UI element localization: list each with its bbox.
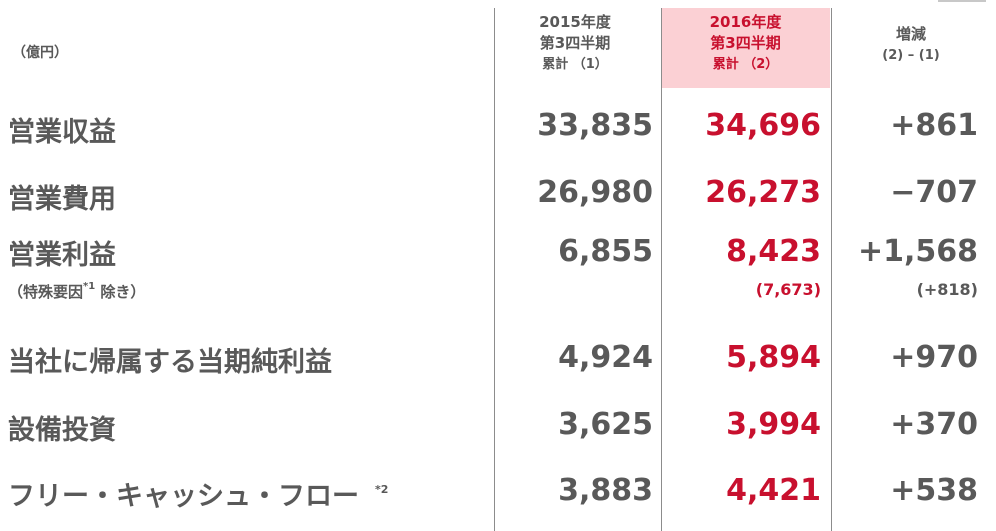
- row-label-free-cash-flow: フリー・キャッシュ・フロー *2: [8, 474, 388, 513]
- operating-income-sub-label: （特殊要因*1 除き）: [8, 281, 145, 302]
- operating-revenue-fy2016: 34,696: [705, 108, 821, 143]
- capex-diff: +370: [890, 407, 978, 442]
- free-cash-flow-text: フリー・キャッシュ・フロー: [8, 481, 359, 512]
- operating-income-fy2016: 8,423: [726, 234, 821, 269]
- column-divider-1: [494, 8, 495, 531]
- diff-title: 増減: [895, 25, 926, 43]
- row-label-operating-income: 営業利益: [8, 240, 116, 271]
- operating-income-adjusted-fy2016: (7,673): [755, 280, 821, 299]
- column-header-diff: 増減 (2) – (1): [832, 24, 990, 66]
- fy2016-year: 2016年度: [709, 13, 782, 31]
- free-cash-flow-fy2015: 3,883: [558, 473, 653, 508]
- operating-revenue-fy2015: 33,835: [537, 108, 653, 143]
- footnote-mark-2: *2: [375, 483, 389, 496]
- operating-revenue-diff: +861: [890, 108, 978, 143]
- fy2016-cumulative: 累計 （2）: [712, 57, 779, 72]
- fy2015-cumulative: 累計 （1）: [542, 57, 608, 72]
- unit-label: （億円）: [12, 45, 68, 61]
- column-divider-2: [661, 8, 662, 531]
- fy2015-year: 2015年度: [539, 13, 611, 31]
- operating-income-adjusted-diff: (+818): [916, 280, 978, 299]
- free-cash-flow-fy2016: 4,421: [726, 473, 821, 508]
- operating-income-fy2015: 6,855: [558, 234, 653, 269]
- operating-expenses-diff: −707: [890, 175, 978, 210]
- capex-fy2016: 3,994: [726, 407, 821, 442]
- column-divider-3: [831, 8, 832, 531]
- column-header-fy2016: 2016年度 第3四半期 累計 （2）: [661, 12, 830, 75]
- net-income-diff: +970: [890, 340, 978, 375]
- net-income-fy2016: 5,894: [726, 340, 821, 375]
- top-right-rule: [938, 0, 986, 2]
- operating-expenses-fy2016: 26,273: [705, 175, 821, 210]
- footnote-mark-1: *1: [83, 281, 96, 292]
- operating-income-diff: +1,568: [857, 234, 978, 269]
- fy2015-period: 第3四半期: [539, 34, 611, 52]
- row-label-operating-revenue: 営業収益: [8, 117, 116, 148]
- column-header-fy2015: 2015年度 第3四半期 累計 （1）: [495, 12, 655, 75]
- highlight-column-header-bg: [661, 8, 830, 88]
- fy2016-period: 第3四半期: [710, 34, 781, 52]
- free-cash-flow-diff: +538: [890, 473, 978, 508]
- capex-fy2015: 3,625: [558, 407, 653, 442]
- row-label-net-income: 当社に帰属する当期純利益: [8, 347, 332, 378]
- sub-label-suffix: 除き）: [95, 283, 146, 301]
- diff-formula: (2) – (1): [882, 48, 940, 63]
- operating-expenses-fy2015: 26,980: [537, 175, 653, 210]
- row-label-capex: 設備投資: [8, 415, 116, 446]
- net-income-fy2015: 4,924: [558, 340, 653, 375]
- sub-label-text: （特殊要因: [8, 283, 84, 301]
- row-label-operating-expenses: 営業費用: [8, 184, 116, 215]
